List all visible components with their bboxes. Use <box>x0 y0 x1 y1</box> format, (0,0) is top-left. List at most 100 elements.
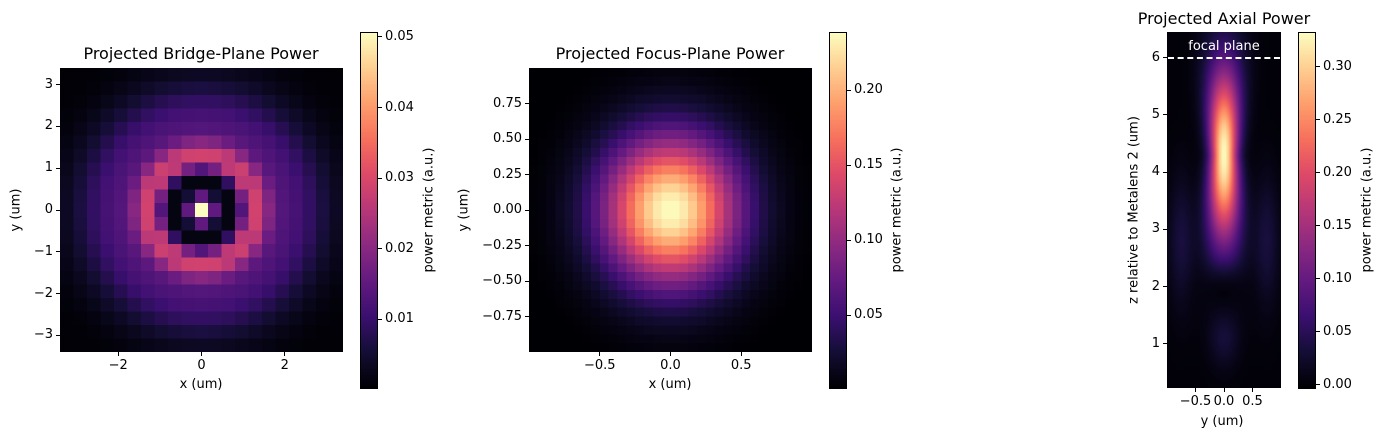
x-tick-mark <box>117 352 119 356</box>
bridge-plane-xlabel: x (um) <box>179 377 223 392</box>
colorbar-tick-label: 0.20 <box>1323 164 1352 180</box>
colorbar-tick-label: 0.03 <box>385 170 414 186</box>
y-tick-label: −0.25 <box>482 237 522 253</box>
y-tick-mark <box>56 84 60 86</box>
colorbar-tick-mark <box>378 318 382 320</box>
y-tick-label: 3 <box>44 76 53 92</box>
colorbar-tick-mark <box>847 89 851 91</box>
colorbar-tick-mark <box>378 177 382 179</box>
y-tick-label: 5 <box>1151 106 1160 122</box>
y-tick-label: 1 <box>1151 335 1160 351</box>
focus-plane-colorbar-frame <box>829 32 847 389</box>
y-tick-mark <box>1163 228 1167 230</box>
y-tick-label: 0 <box>44 202 53 217</box>
colorbar-tick-mark <box>378 248 382 250</box>
colorbar-tick-mark <box>378 107 382 109</box>
focus-plane-title: Projected Focus-Plane Power <box>555 44 785 63</box>
y-tick-mark <box>1163 286 1167 288</box>
y-tick-mark <box>56 167 60 169</box>
colorbar-tick-label: 0.05 <box>854 307 883 323</box>
bridge-plane-ylabel: y (um) <box>8 188 24 232</box>
y-tick-label: −0.50 <box>482 273 522 288</box>
y-tick-label: 0.00 <box>493 202 522 217</box>
y-tick-mark <box>525 280 529 282</box>
colorbar-tick-mark <box>847 239 851 241</box>
y-tick-mark <box>56 209 60 211</box>
bridge-plane-axes-frame <box>60 68 344 353</box>
y-tick-mark <box>1163 57 1167 59</box>
colorbar-tick-mark <box>1316 119 1320 121</box>
colorbar-tick-mark <box>1316 278 1320 280</box>
focal-plane-annotation: focal plane <box>1188 38 1260 54</box>
x-tick-label: 0 <box>197 358 206 373</box>
y-tick-label: −1 <box>33 243 53 259</box>
colorbar-tick-label: 0.00 <box>1323 376 1352 392</box>
y-tick-mark <box>525 103 529 104</box>
colorbar-tick-label: 0.05 <box>385 28 414 44</box>
colorbar-tick-label: 0.10 <box>854 232 883 248</box>
colorbar-tick-mark <box>378 36 382 38</box>
axial-heatmap <box>1167 32 1281 388</box>
y-tick-mark <box>56 334 60 336</box>
y-tick-label: −3 <box>33 327 53 343</box>
bridge-plane-colorbar-label: power metric (a.u.) <box>421 147 437 273</box>
colorbar-tick-label: 0.25 <box>1323 111 1352 127</box>
y-tick-mark <box>56 293 60 295</box>
x-tick-label: 2 <box>280 358 289 373</box>
y-tick-label: −0.75 <box>482 308 522 324</box>
x-tick-label: 0.5 <box>1242 394 1263 409</box>
x-tick-mark <box>740 352 742 356</box>
y-tick-mark <box>56 125 60 127</box>
y-tick-label: 6 <box>1151 49 1160 65</box>
focus-plane-ylabel: y (um) <box>456 188 472 232</box>
bridge-plane-colorbar-frame <box>360 32 378 389</box>
y-tick-mark <box>1163 171 1167 173</box>
x-tick-mark <box>1195 388 1196 392</box>
x-tick-label: 0.0 <box>660 358 681 373</box>
x-tick-mark <box>201 352 202 356</box>
colorbar-tick-label: 0.02 <box>385 240 414 256</box>
y-tick-mark <box>525 316 529 317</box>
colorbar-tick-label: 0.04 <box>385 99 414 115</box>
colorbar-tick-mark <box>1316 384 1320 386</box>
x-tick-label: 0.0 <box>1213 394 1235 409</box>
focus-plane-colorbar-label: power metric (a.u.) <box>889 147 905 273</box>
y-tick-mark <box>525 174 529 175</box>
bridge-plane-title: Projected Bridge-Plane Power <box>83 44 319 63</box>
y-tick-mark <box>1163 343 1167 345</box>
colorbar-tick-mark <box>1316 331 1320 333</box>
x-tick-mark <box>1252 388 1253 392</box>
x-tick-label: −2 <box>108 358 128 373</box>
colorbar-tick-label: 0.05 <box>1323 323 1352 339</box>
axial-colorbar-frame <box>1298 32 1316 389</box>
colorbar-tick-mark <box>1316 225 1320 227</box>
colorbar-tick-mark <box>1316 66 1320 68</box>
focal-plane-line <box>1168 56 1280 59</box>
focus-plane-colorbar <box>829 32 846 388</box>
axial-colorbar-label: power metric (a.u.) <box>1359 147 1375 273</box>
axial-xlabel: y (um) <box>1200 414 1244 429</box>
colorbar-tick-mark <box>1316 172 1320 174</box>
y-tick-mark <box>1163 114 1167 116</box>
y-tick-mark <box>56 251 60 253</box>
x-tick-label: −0.5 <box>1179 394 1212 409</box>
axial-colorbar <box>1298 32 1315 388</box>
x-tick-mark <box>670 352 671 356</box>
colorbar-tick-label: 0.01 <box>385 311 414 327</box>
y-tick-label: 2 <box>1151 278 1160 294</box>
x-tick-mark <box>284 352 286 356</box>
y-tick-label: 0.50 <box>493 131 522 146</box>
colorbar-tick-mark <box>847 314 851 316</box>
focus-plane-xlabel: x (um) <box>648 377 692 392</box>
x-tick-mark <box>599 352 601 356</box>
axial-title: Projected Axial Power <box>1137 9 1311 28</box>
y-tick-label: 1 <box>44 160 53 176</box>
bridge-plane-heatmap <box>60 68 343 352</box>
y-tick-mark <box>525 209 529 211</box>
focus-plane-heatmap <box>529 68 812 352</box>
colorbar-tick-label: 0.30 <box>1323 58 1352 74</box>
y-tick-label: 0.25 <box>493 166 522 182</box>
bridge-plane-colorbar <box>360 32 377 388</box>
colorbar-tick-label: 0.15 <box>1323 217 1352 233</box>
y-tick-label: 2 <box>44 118 53 134</box>
